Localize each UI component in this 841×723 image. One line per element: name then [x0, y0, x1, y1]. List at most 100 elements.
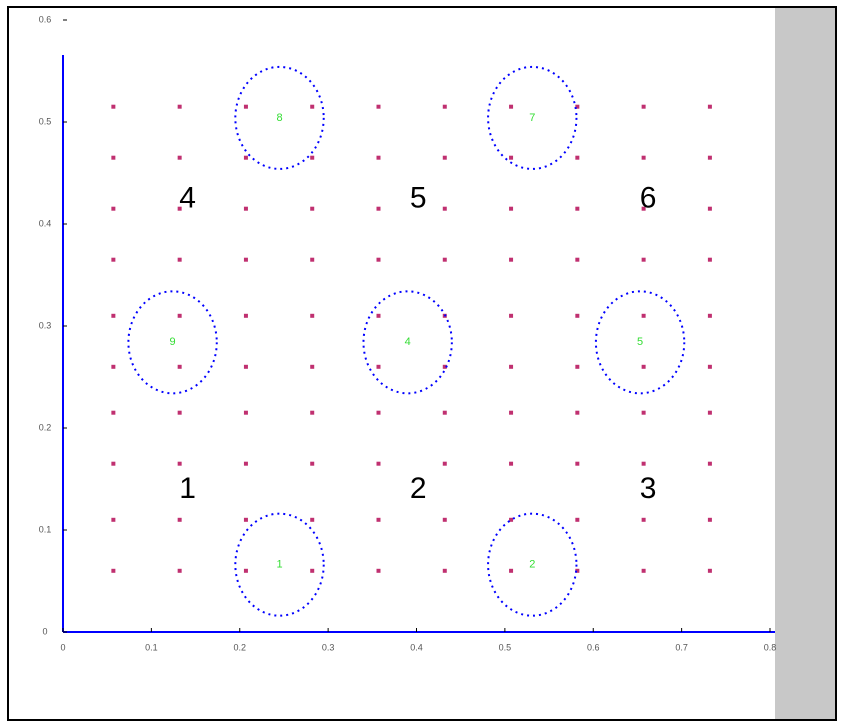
point [707, 517, 712, 522]
point [310, 568, 315, 573]
cluster-circle [487, 65, 578, 170]
point [177, 155, 182, 160]
point [376, 461, 381, 466]
x-tick-label: 0.1 [145, 642, 158, 652]
x-tick-label: 0.8 [764, 642, 777, 652]
point [177, 257, 182, 262]
point [111, 410, 116, 415]
x-tick-label: 0.4 [410, 642, 423, 652]
point [376, 155, 381, 160]
point [177, 410, 182, 415]
side-panel [775, 7, 836, 720]
point [243, 568, 248, 573]
cluster-label: 4 [405, 336, 411, 348]
point [177, 568, 182, 573]
point [177, 206, 182, 211]
point [509, 104, 514, 109]
point [442, 155, 447, 160]
point [575, 568, 580, 573]
y-tick-label: 0.3 [39, 320, 52, 330]
cluster-circle [487, 512, 578, 617]
y-tick-label: 0.4 [39, 218, 52, 228]
point [707, 155, 712, 160]
region-label: 5 [410, 181, 427, 214]
cluster-circle [594, 290, 686, 395]
cluster-circle [234, 512, 325, 617]
y-tick-label: 0.2 [39, 422, 52, 432]
region-label: 2 [410, 472, 427, 505]
point [575, 206, 580, 211]
point [641, 568, 646, 573]
cluster-label: 8 [276, 112, 282, 124]
point [509, 206, 514, 211]
point [243, 410, 248, 415]
region-label: 3 [640, 472, 657, 505]
region-label: 1 [179, 472, 196, 505]
point [442, 410, 447, 415]
point [575, 364, 580, 369]
point [707, 410, 712, 415]
point [310, 155, 315, 160]
point [376, 568, 381, 573]
point [575, 155, 580, 160]
point [376, 410, 381, 415]
region-label: 6 [640, 181, 657, 214]
plot-area: 0 0.1 0.2 0.3 0.4 0.5 0.6 0 0.1 0.2 0.3 0.4 0.5 0.6 0.… [39, 14, 777, 652]
point [376, 104, 381, 109]
point [707, 257, 712, 262]
point [641, 313, 646, 318]
point [376, 206, 381, 211]
point [707, 461, 712, 466]
point [707, 104, 712, 109]
point [111, 104, 116, 109]
point [575, 517, 580, 522]
point [442, 461, 447, 466]
cluster-label: 2 [529, 559, 535, 571]
point [111, 364, 116, 369]
point [111, 517, 116, 522]
point [641, 517, 646, 522]
cluster-label: 7 [529, 112, 535, 124]
point [442, 517, 447, 522]
point [509, 568, 514, 573]
point [509, 410, 514, 415]
point [509, 461, 514, 466]
x-tick-label: 0.5 [499, 642, 512, 652]
point [111, 568, 116, 573]
region-label: 4 [179, 181, 196, 214]
point [442, 257, 447, 262]
point [641, 155, 646, 160]
point [177, 313, 182, 318]
point [575, 313, 580, 318]
point [111, 155, 116, 160]
point [177, 461, 182, 466]
point [707, 313, 712, 318]
point [177, 517, 182, 522]
point [641, 364, 646, 369]
point [707, 206, 712, 211]
point [243, 461, 248, 466]
y-tick-label: 0.6 [39, 14, 52, 24]
point [310, 461, 315, 466]
point [243, 517, 248, 522]
point [243, 104, 248, 109]
point [641, 206, 646, 211]
point [575, 410, 580, 415]
point [376, 257, 381, 262]
point [310, 364, 315, 369]
point [177, 364, 182, 369]
point [376, 517, 381, 522]
point [641, 104, 646, 109]
point [310, 410, 315, 415]
x-tick-label: 0.2 [233, 642, 246, 652]
point [442, 104, 447, 109]
point [707, 364, 712, 369]
point [243, 313, 248, 318]
point [177, 104, 182, 109]
point [641, 257, 646, 262]
point [509, 257, 514, 262]
point [641, 410, 646, 415]
point [111, 206, 116, 211]
